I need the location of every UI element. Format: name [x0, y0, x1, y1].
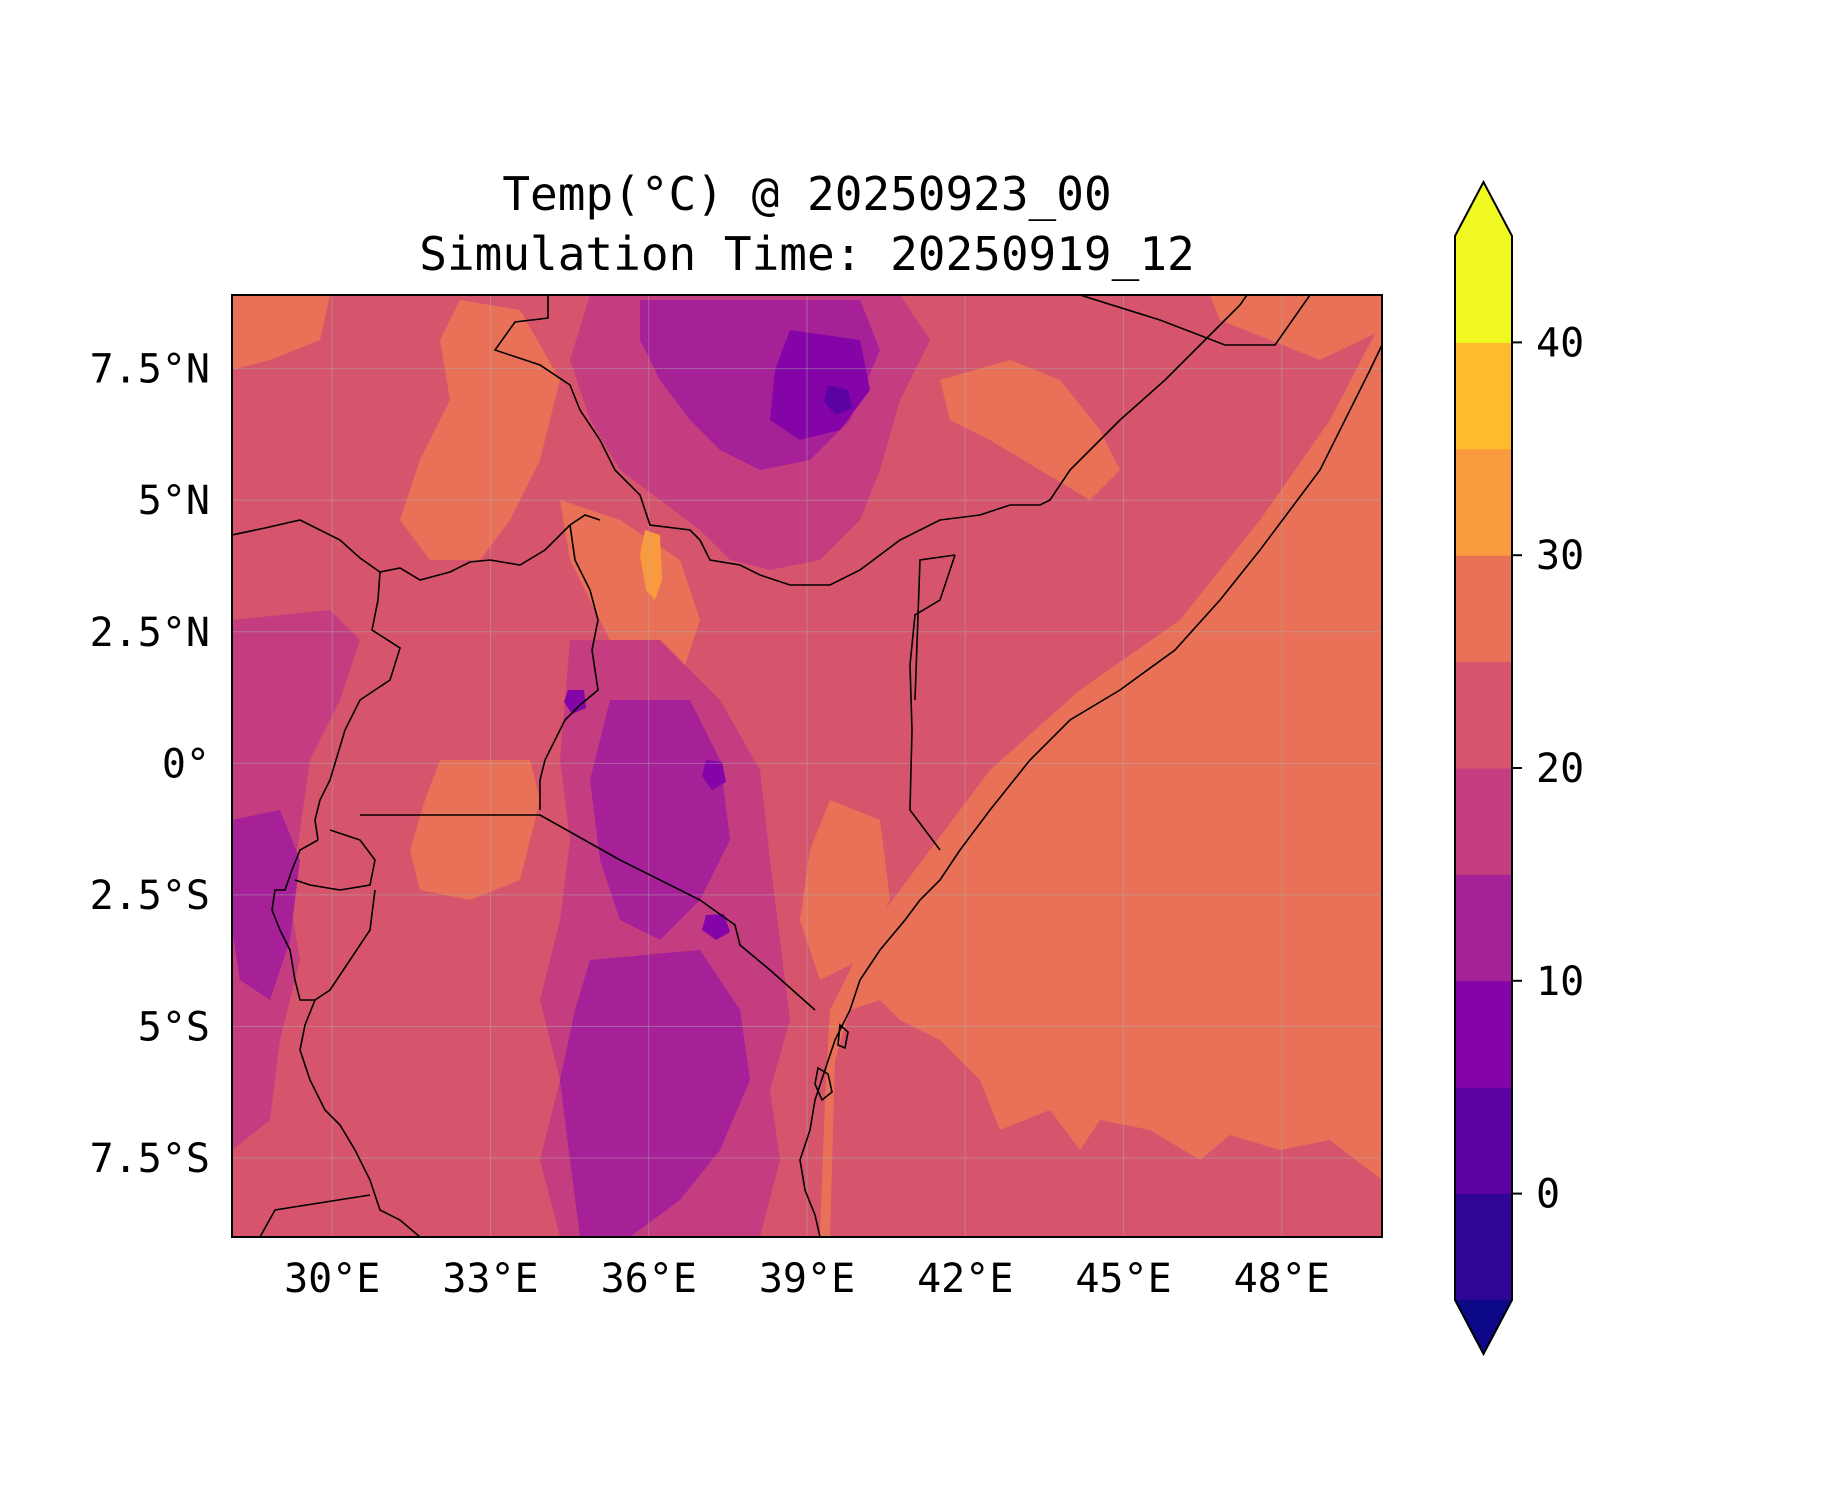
- border-rwanda: [294, 829, 376, 891]
- colorbar-segment: [1455, 980, 1512, 1088]
- border-uganda-drc: [314, 571, 401, 841]
- colorbar-under-extension: [1455, 1300, 1512, 1354]
- field-colder-spot-uganda: [564, 690, 586, 714]
- island-zanzibar: [837, 1023, 849, 1050]
- border-uganda-kenya: [539, 524, 599, 810]
- coastline-east-africa: [799, 344, 1382, 1237]
- colorbar-segment: [1455, 768, 1512, 875]
- map-gridlines: [232, 295, 1382, 1237]
- x-tick-label: 39°E: [759, 1256, 855, 1302]
- field-warm-region-tanzania: [800, 800, 890, 980]
- colorbar-segment: [1455, 874, 1512, 982]
- x-tick-label: 48°E: [1234, 1256, 1330, 1302]
- colorbar-segment: [1455, 342, 1512, 450]
- colorbar-outline: [1454, 179, 1513, 1357]
- y-tick-label: 5°N: [138, 478, 210, 524]
- colorbar-tick-label: 20: [1536, 746, 1584, 792]
- colorbar-over-extension: [1455, 182, 1512, 236]
- x-tick-label: 42°E: [917, 1256, 1013, 1302]
- field-coldest-region-ethiopia: [824, 385, 852, 415]
- map-frame: [231, 294, 1383, 1238]
- border-tanzania-zambia: [259, 1194, 371, 1237]
- field-cool-region-west: [232, 610, 360, 1150]
- border-ethiopia-somalia: [1079, 295, 1311, 346]
- colorbar-segment: [1455, 1193, 1512, 1301]
- temperature-field: [232, 295, 1382, 1237]
- y-tick-label: 5°S: [138, 1004, 210, 1050]
- y-tick-label: 2.5°N: [90, 610, 210, 656]
- field-colder-spot-kilimanjaro: [702, 914, 730, 940]
- x-tick-label: 45°E: [1075, 1256, 1171, 1302]
- colorbar-segment: [1455, 661, 1512, 769]
- field-ocean-region: [820, 320, 1382, 1237]
- border-south-sudan-uganda: [232, 514, 601, 581]
- y-tick-label: 7.5°N: [90, 347, 210, 393]
- x-tick-label: 36°E: [601, 1256, 697, 1302]
- field-warm-region-sudan: [400, 300, 560, 560]
- field-colder-region-ethiopia: [770, 330, 870, 440]
- colorbar: 0 10 20 30 40: [1454, 179, 1584, 1357]
- border-kenya-tanzania: [539, 814, 816, 1011]
- island-mafia: [814, 1066, 833, 1102]
- colorbar-tick-label: 40: [1536, 320, 1584, 366]
- field-cold-region-rift-west: [232, 810, 300, 1000]
- map-x-axis: 30°E 33°E 36°E 39°E 42°E 45°E 48°E: [284, 1256, 1330, 1302]
- field-cold-region-kenya: [590, 700, 730, 940]
- colorbar-tick-label: 30: [1536, 533, 1584, 579]
- y-tick-label: 7.5°S: [90, 1136, 210, 1182]
- chart-subtitle: Simulation Time: 20250919_12: [419, 227, 1195, 281]
- country-borders: [232, 295, 1382, 1237]
- colorbar-tick-label: 10: [1536, 959, 1584, 1005]
- chart-title-block: Temp(°C) @ 20250923_00 Simulation Time: …: [232, 164, 1382, 284]
- colorbar-segment: [1455, 555, 1512, 663]
- y-tick-label: 2.5°S: [90, 873, 210, 919]
- border-kenya-somalia: [914, 554, 956, 701]
- field-colder-spot-kenya: [702, 760, 726, 790]
- field-warm-region-ne: [1210, 295, 1382, 360]
- map-y-axis: 7.5°N 5°N 2.5°N 0° 2.5°S 5°S 7.5°S: [90, 347, 210, 1182]
- x-tick-label: 30°E: [284, 1256, 380, 1302]
- colorbar-segment: [1455, 236, 1512, 343]
- colorbar-segment: [1455, 1087, 1512, 1195]
- x-tick-label: 33°E: [442, 1256, 538, 1302]
- field-warm-region-lake-victoria: [410, 760, 540, 900]
- colorbar-tick-label: 0: [1536, 1172, 1560, 1218]
- field-warm-hotspot: [640, 530, 662, 600]
- y-tick-label: 0°: [162, 741, 210, 787]
- border-ethiopia-kenya: [909, 554, 956, 851]
- border-rwanda-burundi: [271, 839, 319, 1001]
- field-warm-region-north: [232, 295, 330, 370]
- colorbar-segment: [1455, 448, 1512, 556]
- chart-title: Temp(°C) @ 20250923_00: [502, 167, 1112, 221]
- field-cold-region-tanzania: [560, 950, 750, 1237]
- border-burundi-tanzania: [299, 889, 421, 1237]
- field-ocean-shelf: [830, 1000, 1382, 1237]
- border-sudan-ethiopia: [493, 295, 1248, 586]
